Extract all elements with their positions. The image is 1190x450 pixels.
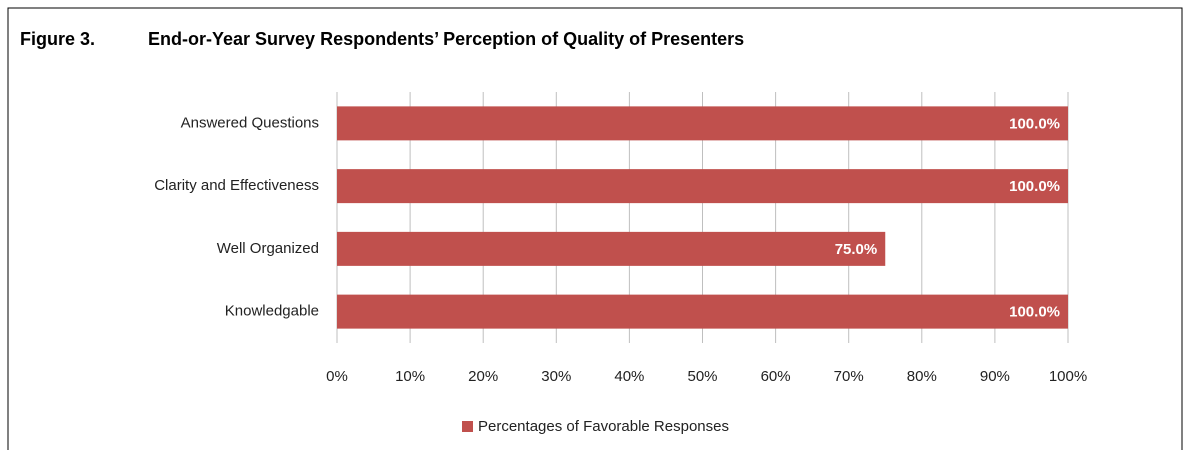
x-tick-label: 50% [687, 368, 717, 385]
x-tick-label: 100% [1049, 368, 1087, 385]
bar [337, 294, 1068, 329]
x-tick-label: 60% [761, 368, 791, 385]
figure-label: Figure 3. [20, 29, 95, 49]
x-tick-label: 0% [326, 368, 348, 385]
legend-swatch [462, 421, 473, 432]
x-tick-label: 30% [541, 368, 571, 385]
y-tick-label: Clarity and Effectiveness [154, 177, 319, 194]
data-label: 100.0% [1009, 304, 1060, 321]
bar [337, 231, 886, 266]
data-label: 100.0% [1009, 115, 1060, 132]
y-tick-label: Answered Questions [181, 114, 319, 131]
legend-label: Percentages of Favorable Responses [478, 418, 729, 435]
data-label: 100.0% [1009, 178, 1060, 195]
x-tick-label: 90% [980, 368, 1010, 385]
y-tick-label: Knowledgable [225, 303, 319, 320]
x-tick-label: 40% [614, 368, 644, 385]
x-tick-label: 70% [834, 368, 864, 385]
bar [337, 169, 1068, 204]
bar [337, 106, 1068, 141]
x-tick-label: 10% [395, 368, 425, 385]
data-label: 75.0% [835, 241, 878, 258]
x-tick-label: 20% [468, 368, 498, 385]
chart-title: End-or-Year Survey Respondents’ Percepti… [148, 29, 744, 49]
x-tick-label: 80% [907, 368, 937, 385]
y-tick-label: Well Organized [217, 240, 319, 257]
frame [7, 7, 1183, 450]
